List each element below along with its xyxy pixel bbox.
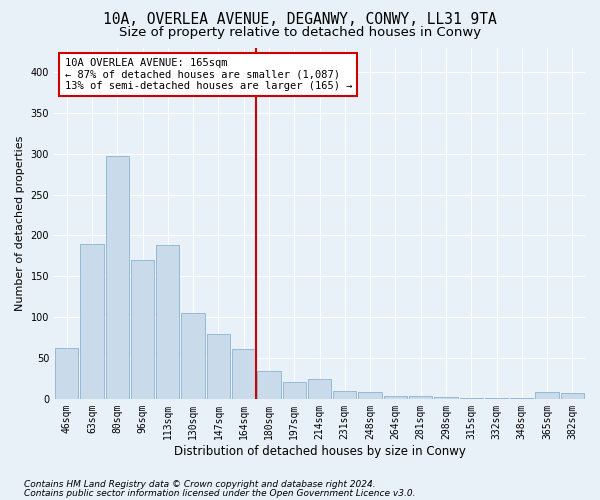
Bar [460, 398, 483, 399]
Bar [510, 398, 533, 399]
Bar [181, 313, 205, 399]
Bar [358, 392, 382, 399]
Bar [434, 397, 458, 399]
Bar [485, 398, 508, 399]
Bar [283, 382, 306, 399]
Bar [409, 396, 432, 399]
Bar [131, 260, 154, 399]
Y-axis label: Number of detached properties: Number of detached properties [15, 136, 25, 311]
Bar [55, 348, 79, 399]
Bar [535, 392, 559, 399]
Bar [333, 390, 356, 399]
Bar [384, 396, 407, 399]
Bar [308, 379, 331, 399]
Bar [106, 156, 129, 399]
Bar [156, 245, 179, 399]
Text: 10A, OVERLEA AVENUE, DEGANWY, CONWY, LL31 9TA: 10A, OVERLEA AVENUE, DEGANWY, CONWY, LL3… [103, 12, 497, 28]
Bar [561, 393, 584, 399]
Text: Contains HM Land Registry data © Crown copyright and database right 2024.: Contains HM Land Registry data © Crown c… [24, 480, 376, 489]
Text: 10A OVERLEA AVENUE: 165sqm
← 87% of detached houses are smaller (1,087)
13% of s: 10A OVERLEA AVENUE: 165sqm ← 87% of deta… [65, 58, 352, 91]
Text: Size of property relative to detached houses in Conwy: Size of property relative to detached ho… [119, 26, 481, 39]
Bar [257, 371, 281, 399]
Bar [207, 334, 230, 399]
X-axis label: Distribution of detached houses by size in Conwy: Distribution of detached houses by size … [173, 444, 466, 458]
Bar [232, 349, 256, 399]
Bar [80, 244, 104, 399]
Text: Contains public sector information licensed under the Open Government Licence v3: Contains public sector information licen… [24, 489, 415, 498]
